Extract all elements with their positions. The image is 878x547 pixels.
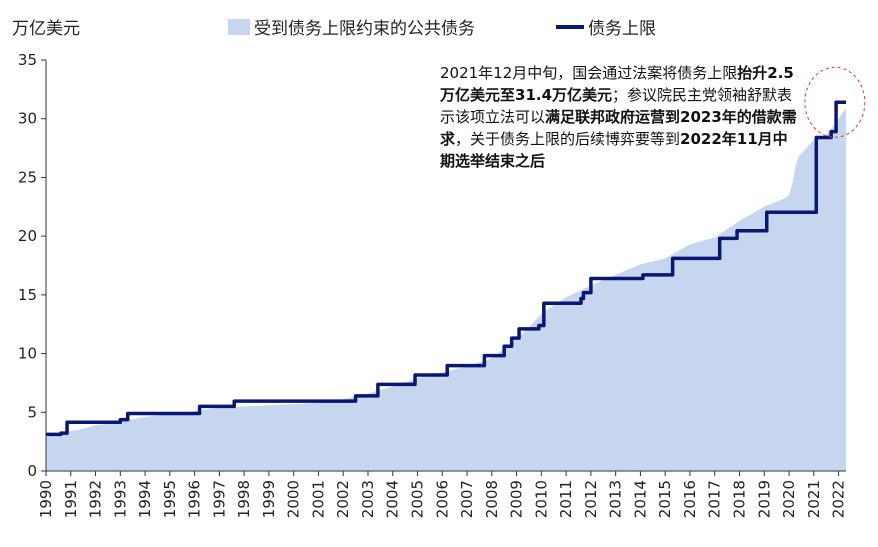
x-tick-label: 2001 [309,480,327,518]
y-tick-label: 25 [18,168,37,186]
x-tick-label: 2000 [285,480,303,518]
x-tick-label: 1992 [87,480,105,518]
legend-label-debt-ceiling: 债务上限 [588,19,656,39]
legend-line-swatch [556,24,584,29]
x-tick-label: 2016 [681,480,699,518]
legend-item-public-debt: 受到债务上限约束的公共债务 [228,14,475,39]
x-tick-label: 2004 [384,480,402,518]
x-tick-label: 2007 [458,480,476,518]
x-tick-label: 2022 [830,480,848,518]
x-tick-label: 2008 [483,480,501,518]
x-tick-label: 2011 [557,480,575,518]
legend-item-debt-ceiling: 债务上限 [556,14,656,39]
x-tick-label: 1996 [186,480,204,518]
y-tick-label: 20 [18,227,37,245]
x-tick-label: 2012 [582,480,600,518]
annotation-segment: 2021年12月中旬，国会通过法案将债务上限 [440,64,738,82]
x-tick-label: 2010 [532,480,550,518]
y-tick-label: 0 [27,462,37,480]
annotation-segment: 2022年11月中期选举结束之后 [440,130,788,170]
legend-label-public-debt: 受到债务上限约束的公共债务 [254,19,475,39]
x-tick-label: 2019 [755,480,773,518]
x-tick-label: 1998 [235,480,253,518]
x-tick-label: 2013 [607,480,625,518]
x-tick-label: 2005 [409,480,427,518]
x-tick-label: 1993 [111,480,129,518]
debt-ceiling-line [46,100,846,437]
x-tick-label: 1991 [62,480,80,518]
x-tick-label: 2009 [508,480,526,518]
y-tick-label: 10 [18,345,37,363]
annotation-segment: ；参议院民主党领袖舒默表示该项立法可以 [440,86,793,126]
x-tick-label: 2018 [730,480,748,518]
y-tick-label: 5 [27,403,37,421]
y-tick-label: 35 [18,51,37,69]
x-tick-label: 2003 [359,480,377,518]
x-tick-label: 2015 [656,480,674,518]
x-tick-label: 1995 [161,480,179,518]
legend-area-swatch [228,18,250,35]
x-tick-label: 1990 [37,480,55,518]
x-tick-label: 1994 [136,480,154,518]
public-debt-area [46,108,846,471]
annotation-segment: 抬升2.5万亿美元至31.4万亿美元 [440,64,794,104]
x-tick-label: 1997 [210,480,228,518]
x-tick-label: 2006 [433,480,451,518]
y-tick-label: 30 [18,110,37,128]
annotation-text: 2021年12月中旬，国会通过法案将债务上限抬升2.5万亿美元至31.4万亿美元… [440,62,800,172]
highlight-ellipse [804,66,866,138]
x-tick-label: 2002 [334,480,352,518]
x-tick-label: 2020 [780,480,798,518]
x-tick-label: 2014 [631,480,649,518]
x-tick-label: 1999 [260,480,278,518]
annotation-segment: 满足联邦政府运营到2023年的借款需求 [440,108,797,148]
y-axis-unit-label: 万亿美元 [12,19,80,39]
x-tick-label: 2017 [706,480,724,518]
y-tick-label: 15 [18,286,37,304]
annotation-segment: ，关于债务上限的后续博弈要等到 [455,130,681,148]
x-tick-label: 2021 [805,480,823,518]
